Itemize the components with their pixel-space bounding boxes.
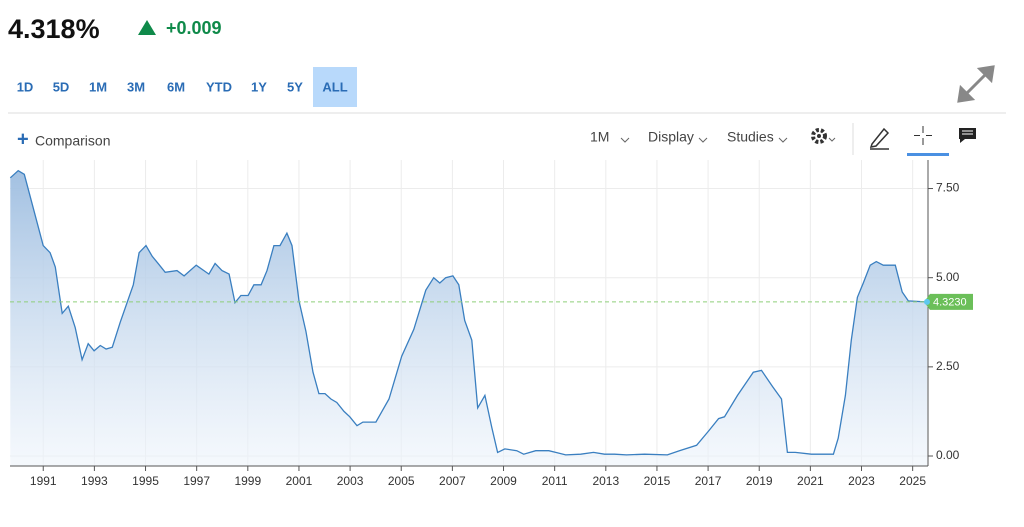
- active-range: [313, 67, 357, 107]
- caret: [698, 137, 708, 143]
- last-point: [924, 298, 930, 305]
- display[interactable]: Display: [648, 129, 694, 145]
- y-tick-label: 5.00: [936, 270, 960, 284]
- x-tick-label: 1999: [234, 474, 261, 488]
- draw-icon[interactable]: [869, 127, 890, 150]
- y-tick-label: 7.50: [936, 181, 960, 195]
- change: +0.009: [166, 18, 222, 38]
- caret: [620, 137, 630, 143]
- reference-tag: [924, 293, 973, 310]
- plot: 1991 1993 1995 1997 1999 2001 2003 2005 2007 2009…: [9, 160, 973, 488]
- up-arrow: [138, 20, 156, 35]
- y-tick-label: 2.50: [936, 359, 960, 373]
- caret: [778, 137, 788, 143]
- x-tick-label: 2011: [542, 474, 568, 488]
- line: [9, 169, 928, 456]
- comparison-button[interactable]: + Comparison: [17, 128, 110, 150]
- x-tick-label: 2019: [746, 474, 773, 488]
- range-button[interactable]: ALL: [322, 79, 347, 94]
- comment-icon[interactable]: [959, 128, 976, 143]
- x-tick-label: 2001: [286, 474, 313, 488]
- x-tick-label: 2017: [695, 474, 722, 488]
- range-button[interactable]: 6M: [167, 79, 185, 94]
- range-button[interactable]: 5D: [53, 79, 70, 94]
- price: 4.318%: [8, 14, 100, 44]
- x-tick-label: 1995: [132, 474, 159, 488]
- y-tick-label: 0.00: [936, 448, 960, 462]
- crosshair-icon[interactable]: [914, 126, 932, 145]
- x-tick-label: 2015: [644, 474, 671, 488]
- range-button[interactable]: 1D: [17, 79, 34, 94]
- x-tick-label: 2009: [490, 474, 517, 488]
- x-tick-label: 2025: [899, 474, 926, 488]
- active-tool: [907, 153, 949, 156]
- comparison: Comparison: [35, 133, 110, 149]
- comment-lines: [962, 130, 973, 135]
- reference-label: 4.3230: [933, 297, 967, 309]
- studies[interactable]: Studies: [727, 129, 774, 145]
- expand-icon[interactable]: [957, 65, 995, 103]
- range-button[interactable]: 3M: [127, 79, 145, 94]
- x-tick-label: 2021: [797, 474, 824, 488]
- range-button[interactable]: 5Y: [287, 79, 303, 94]
- settings-icon[interactable]: [811, 128, 836, 144]
- x-tick-label: 2013: [592, 474, 619, 488]
- range-button[interactable]: 1M: [89, 79, 107, 94]
- range-button[interactable]: 1Y: [251, 79, 267, 94]
- area: [10, 170, 928, 466]
- x-tick-label: 2005: [388, 474, 415, 488]
- x-tick-label: 1997: [183, 474, 210, 488]
- x-tick-label: 2003: [337, 474, 364, 488]
- x-tick-label: 1991: [30, 474, 57, 488]
- x-tick-label: 2023: [848, 474, 875, 488]
- interval[interactable]: 1M: [590, 129, 609, 145]
- range-bar: 1D 5D 1M 3M 6M YTD 1Y 5Y ALL: [17, 67, 357, 107]
- x-tick-label: 1993: [81, 474, 108, 488]
- x-tick-label: 2007: [439, 474, 466, 488]
- plus-icon: +: [17, 128, 29, 150]
- range-button[interactable]: YTD: [206, 79, 232, 94]
